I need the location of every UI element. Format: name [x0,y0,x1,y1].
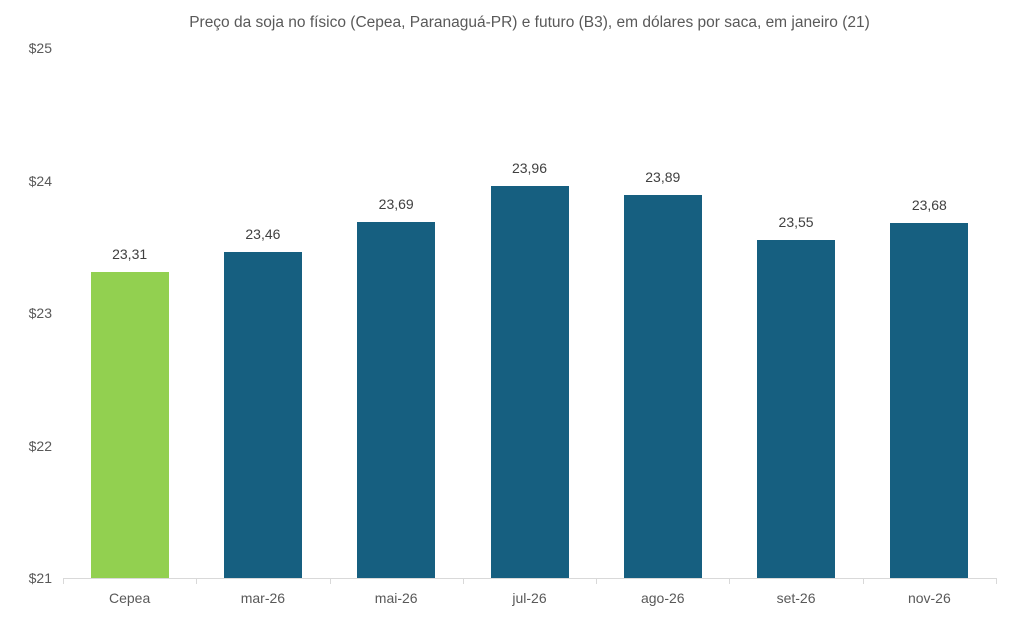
x-axis-category-label-jul-26: jul-26 [512,590,547,606]
x-axis-tick-mark [729,579,731,584]
x-axis-tick-mark [596,579,598,584]
bar-cepea [90,271,169,578]
x-axis-tick-mark [462,579,464,584]
bar-mar-26 [223,252,302,578]
y-axis-tick-label-22: $22 [28,437,52,454]
x-axis-tick-mark [63,579,64,584]
bar-value-label-mar-26: 23,46 [245,226,281,243]
y-axis-tick-label-23: $23 [28,305,52,321]
bar-value-label-ago-26: 23,89 [645,169,681,186]
x-axis-tick-mark [996,579,997,584]
chart-title: Preço da soja no físico (Cepea, Paranagu… [189,14,870,31]
bar-nov-26 [890,222,969,578]
x-axis-tick-mark [862,579,864,584]
bar-value-label-cepea: 23,31 [112,245,148,262]
x-axis-tick-mark [329,579,331,584]
x-axis-category-label-cepea: Cepea [109,590,151,606]
x-axis-category-label-mar-26: mar-26 [240,590,286,606]
y-axis-tick-label-24: $24 [28,172,52,189]
x-axis-category-label-mai-26: mai-26 [374,590,418,606]
bar-jul-26 [490,185,569,578]
y-axis-tick-label-25: $25 [28,40,52,56]
bar-value-label-mai-26: 23,69 [378,195,414,212]
x-axis-category-label-ago-26: ago-26 [640,590,685,606]
x-axis-tick-mark [196,579,198,584]
x-axis-category-label-nov-26: nov-26 [907,590,951,606]
bar-value-label-set-26: 23,55 [778,214,814,231]
bar-value-label-jul-26: 23,96 [511,159,548,176]
x-axis-line [63,578,997,579]
y-axis-tick-label-21: $21 [28,570,52,586]
x-axis-category-label-set-26: set-26 [776,590,816,606]
bar-mai-26 [357,221,436,578]
bar-set-26 [757,240,836,578]
bar-ago-26 [623,195,702,578]
bar-value-label-nov-26: 23,68 [911,196,947,213]
